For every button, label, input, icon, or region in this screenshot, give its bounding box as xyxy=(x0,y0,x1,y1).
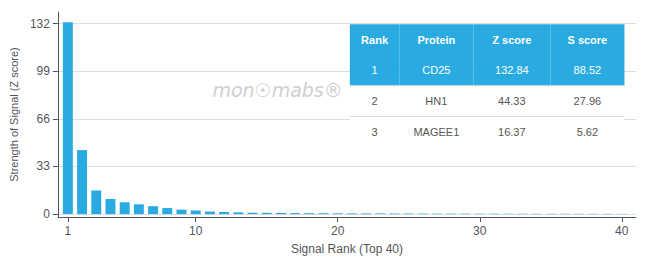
svg-text:Z score: Z score xyxy=(492,34,531,46)
svg-text:27.96: 27.96 xyxy=(574,95,602,107)
svg-text:40: 40 xyxy=(615,224,629,238)
svg-text:44.33: 44.33 xyxy=(498,95,526,107)
svg-text:0: 0 xyxy=(43,207,50,221)
svg-text:Signal Rank (Top 40): Signal Rank (Top 40) xyxy=(291,242,403,256)
svg-text:30: 30 xyxy=(473,224,487,238)
svg-text:Protein: Protein xyxy=(417,34,455,46)
svg-text:132.84: 132.84 xyxy=(495,64,529,76)
svg-text:S score: S score xyxy=(567,34,607,46)
svg-text:MAGEE1: MAGEE1 xyxy=(413,126,459,138)
svg-text:132: 132 xyxy=(30,17,50,31)
svg-text:66: 66 xyxy=(37,112,51,126)
svg-text:CD25: CD25 xyxy=(422,64,450,76)
svg-text:16.37: 16.37 xyxy=(498,126,526,138)
svg-text:20: 20 xyxy=(331,224,345,238)
svg-text:1: 1 xyxy=(372,64,378,76)
svg-text:10: 10 xyxy=(189,224,203,238)
svg-text:Strength of Signal (Z score): Strength of Signal (Z score) xyxy=(8,47,20,182)
svg-text:mon☉mabs®: mon☉mabs® xyxy=(212,79,342,101)
svg-text:99: 99 xyxy=(37,64,51,78)
svg-text:1: 1 xyxy=(65,224,72,238)
svg-text:Rank: Rank xyxy=(361,34,389,46)
svg-text:2: 2 xyxy=(372,95,378,107)
svg-text:88.52: 88.52 xyxy=(574,64,602,76)
svg-text:HN1: HN1 xyxy=(425,95,447,107)
svg-text:3: 3 xyxy=(372,126,378,138)
svg-text:33: 33 xyxy=(37,159,51,173)
svg-text:5.62: 5.62 xyxy=(577,126,598,138)
